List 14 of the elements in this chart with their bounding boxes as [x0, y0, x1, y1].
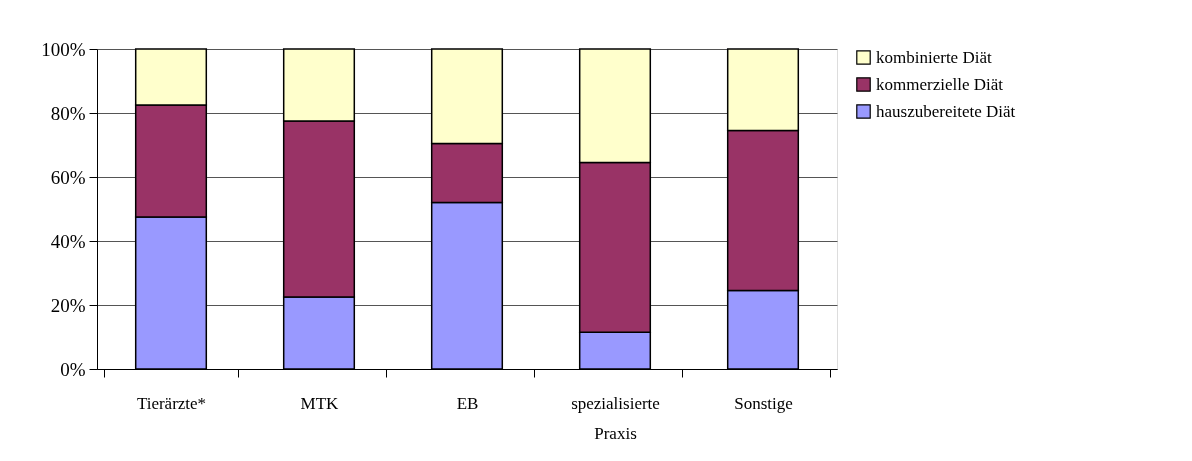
- y-tick-label: 100%: [41, 38, 86, 60]
- y-tick-label: 0%: [60, 358, 86, 380]
- y-tick-label: 60%: [50, 166, 86, 188]
- legend-label: kommerzielle Diät: [876, 74, 1004, 94]
- x-tick-label: MTK: [300, 393, 340, 413]
- y-tick-label: 80%: [50, 102, 86, 124]
- legend-label: kombinierte Diät: [876, 47, 992, 67]
- y-tick-label: 20%: [50, 294, 86, 316]
- x-tick-label: spezialisierte Praxis: [571, 393, 660, 443]
- x-tick-label: Sonstige: [734, 393, 793, 413]
- y-tick-label: 40%: [50, 230, 86, 252]
- legend-label: hauszubereitete Diät: [876, 101, 1016, 121]
- x-tick-label: EB: [456, 393, 479, 413]
- x-tick-label: Tierärzte*: [136, 393, 207, 413]
